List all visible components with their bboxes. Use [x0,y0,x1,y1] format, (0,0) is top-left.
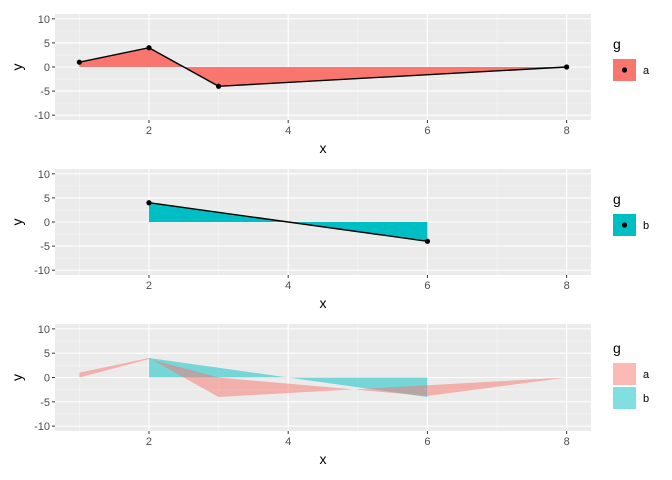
legend: ga [613,36,650,81]
legend-title: g [613,340,621,356]
y-tick-label: 10 [38,169,50,181]
legend-label-a: a [643,65,650,77]
y-tick-label: 0 [44,217,50,229]
area-series-b [288,377,428,397]
y-tick-label: 0 [44,62,50,74]
data-point-a [146,45,152,51]
y-tick-label: 10 [38,324,50,336]
y-tick-label: -5 [40,241,50,253]
legend-point-b [621,222,628,228]
x-tick-label: 4 [285,436,291,448]
legend-key-a [613,363,636,385]
legend-label-a: a [643,369,650,381]
data-point-b [424,238,431,244]
x-tick-label: 4 [285,280,291,292]
x-tick-label: 4 [285,125,291,137]
legend-label-b: b [643,393,649,405]
line-series-a [79,46,567,87]
x-axis-title: x [320,295,327,311]
x-tick-label: 6 [424,436,430,448]
y-tick-label: -10 [34,421,50,433]
y-tick-label: -10 [34,110,50,122]
line-series-b [148,202,428,242]
y-tick-label: 5 [44,348,50,360]
y-tick-label: -10 [34,265,50,277]
legend: gb [613,191,649,236]
legend: g ab [613,340,650,409]
y-tick-label: -5 [40,397,50,409]
legend-point-a [621,67,628,73]
area-series-a [353,377,567,396]
data-point-a [215,83,222,89]
x-tick-label: 8 [564,280,570,292]
data-point-a [564,64,570,70]
y-tick-label: 5 [44,193,50,205]
legend-title: g [613,191,621,207]
legend-label-b: b [643,220,649,232]
area-series-a [79,47,184,67]
x-tick-label: 8 [564,125,570,137]
y-axis-title: y [9,219,25,226]
legend-key-b [613,387,636,409]
y-tick-label: 0 [44,373,50,385]
x-axis-title: x [320,451,327,467]
x-tick-label: 6 [424,125,430,137]
y-tick-label: -5 [40,86,50,98]
x-tick-label: 6 [424,280,430,292]
x-tick-label: 8 [564,436,570,448]
y-tick-label: 10 [38,14,50,26]
y-axis-title: y [9,374,25,381]
y-axis-title: y [9,64,25,71]
x-axis-title: x [320,140,327,156]
x-tick-label: 2 [146,125,152,137]
y-tick-label: 5 [44,38,50,50]
x-tick-label: 2 [146,436,152,448]
chart-panel-3: 2 4 6 8 -10 -5 0 5 10 x y g ab [9,324,650,467]
data-point-b [146,200,152,206]
area-series-a [152,359,354,397]
data-point-a [76,59,82,65]
area-series-a [79,358,153,378]
legend-title: g [613,36,621,52]
x-tick-label: 2 [146,280,152,292]
